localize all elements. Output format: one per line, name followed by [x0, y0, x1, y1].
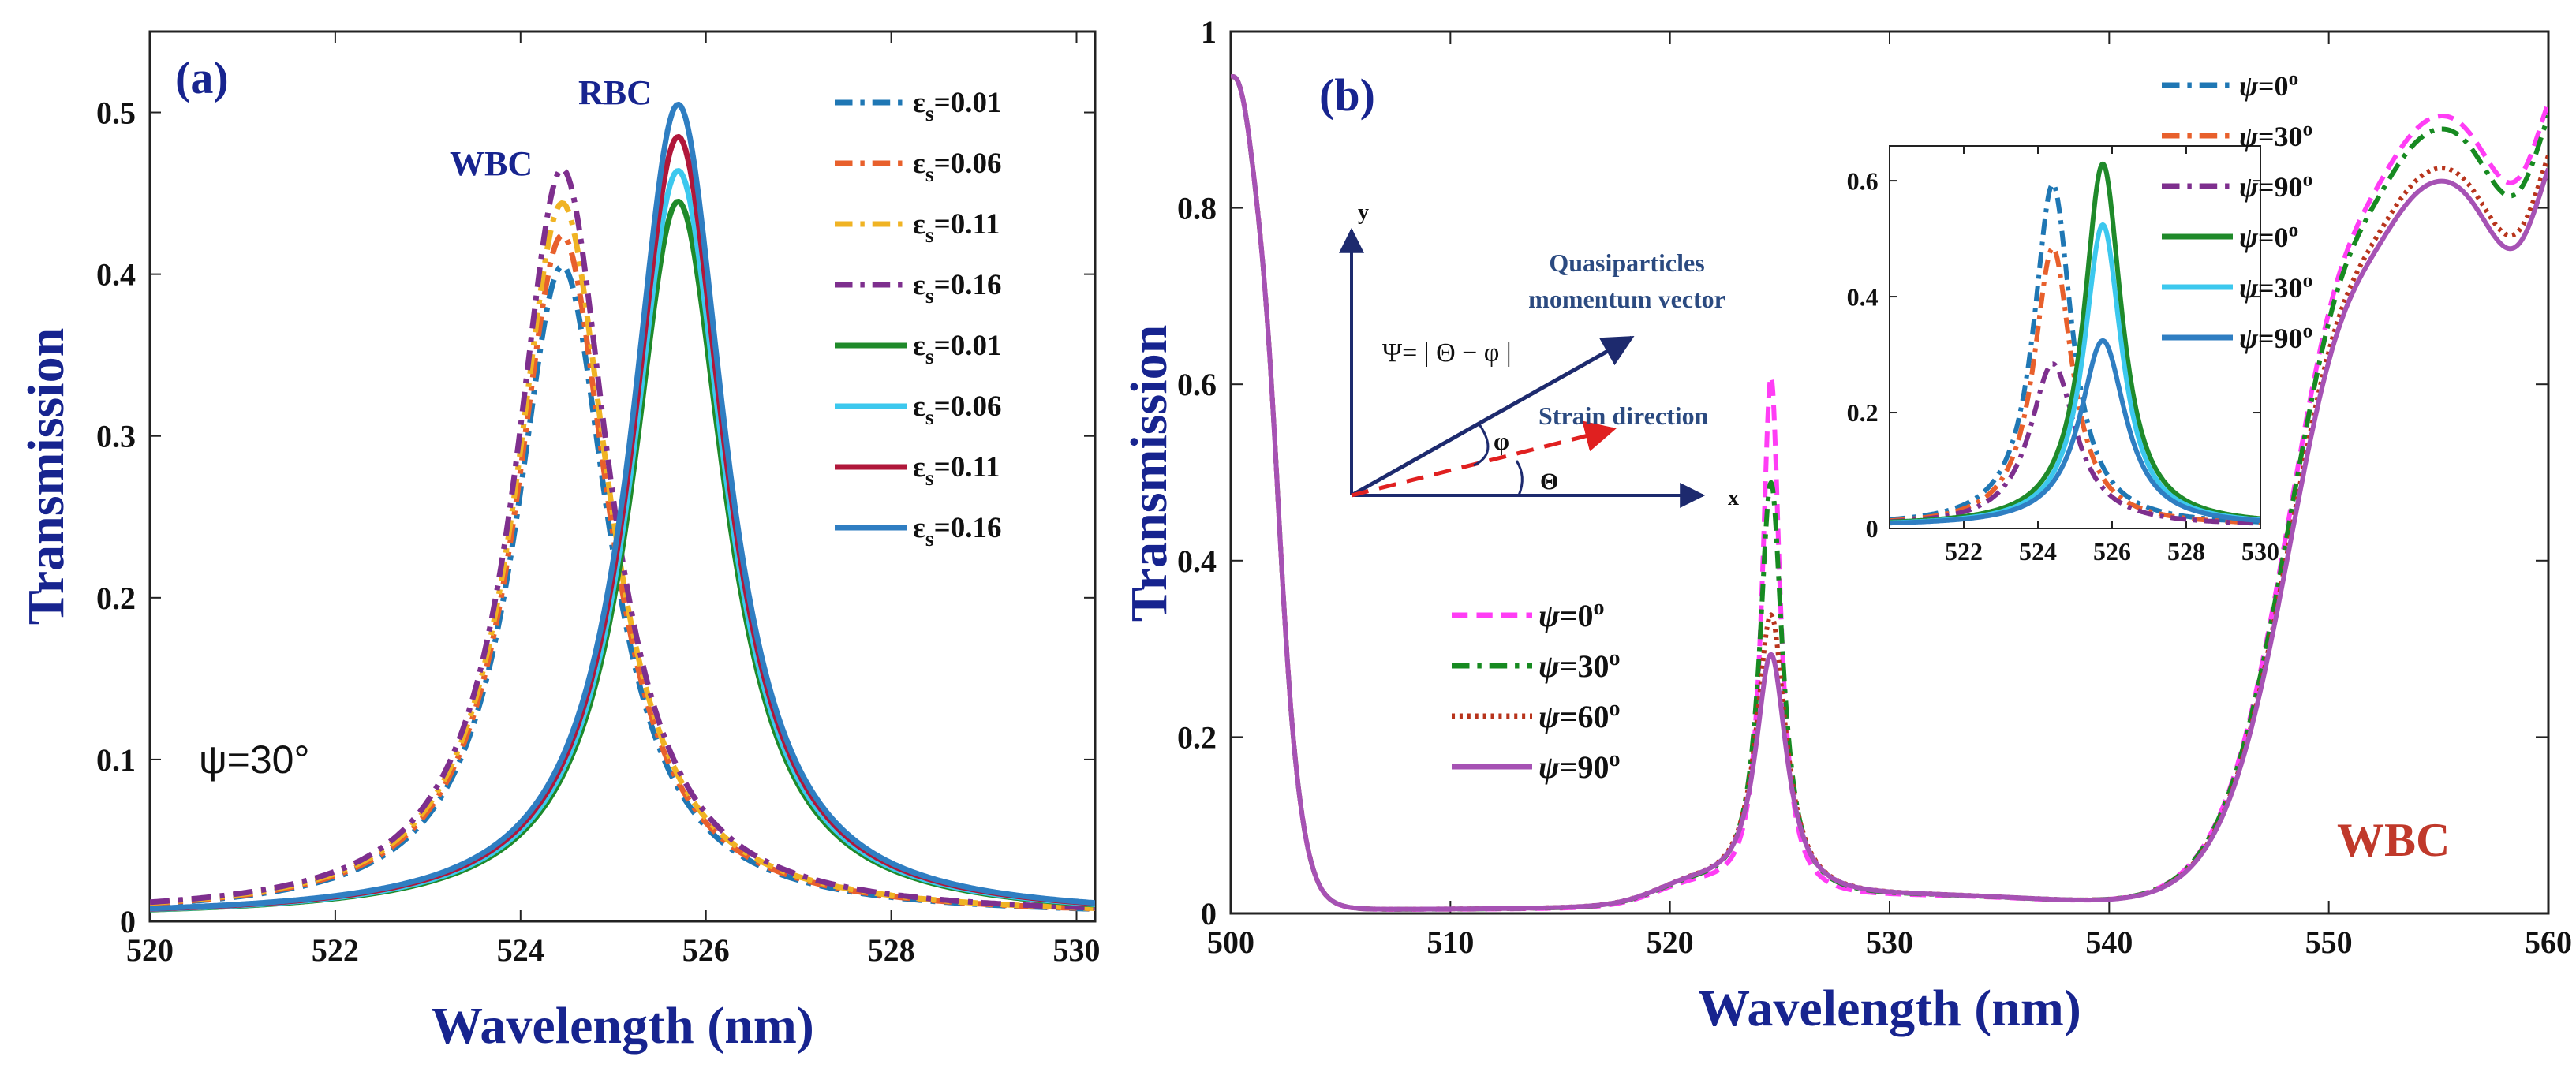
a-legend-label: εs=0.01 — [913, 330, 1001, 369]
inset-series-wbc-1 — [1890, 245, 2260, 525]
b-xtick-label: 530 — [1866, 924, 1913, 960]
inset-legend-label: ψ=0o — [2239, 68, 2298, 102]
b-xtick-label: 560 — [2525, 924, 2572, 960]
panel-b-legend: ψ=0o ψ=30o ψ=60o ψ=90o — [1452, 596, 1621, 785]
a-legend-label: εs=0.16 — [913, 269, 1001, 308]
panel-a-label: (a) — [175, 52, 229, 103]
i-ytick-label: 0.2 — [1847, 398, 1879, 427]
psi-formula: Ψ= | Θ − φ | — [1382, 338, 1512, 368]
panel-b-ylabel: Transmission — [1120, 325, 1178, 622]
inset-legend-label: ψ=30o — [2239, 118, 2312, 152]
a-legend-label: εs=0.06 — [913, 148, 1001, 187]
strain-diagram: y x Quasiparticles momentum vector Strai… — [1339, 200, 1739, 510]
b-legend-label: ψ=60o — [1538, 696, 1621, 734]
i-ytick-label: 0.4 — [1847, 282, 1879, 311]
theta-angle-arc — [1515, 460, 1524, 496]
a-legend-label: εs=0.11 — [913, 208, 1000, 248]
a-ytick-label: 0.3 — [96, 419, 136, 454]
phi-label: φ — [1494, 427, 1509, 455]
inset-legend: ψ=0o ψ=30o ψ=90o ψ=0o ψ=30o ψ=90o — [2162, 68, 2312, 354]
phi-angle-arc — [1473, 424, 1490, 467]
i-xtick-label: 526 — [2093, 537, 2131, 566]
a-series-wbc-2 — [150, 200, 1095, 911]
wbc-annotation: WBC — [450, 144, 533, 183]
a-series-rbc-7 — [150, 101, 1095, 912]
panel-b-series — [1231, 74, 2548, 912]
inset-legend-label: ψ=90o — [2239, 169, 2312, 203]
panel-a-series — [150, 101, 1095, 913]
a-xtick-label: 524 — [497, 932, 544, 968]
momentum-vector-arrow — [1350, 335, 1635, 498]
inset-legend-label: ψ=30o — [2239, 270, 2312, 304]
panel-a-legend: εs=0.01 εs=0.06 εs=0.11 εs=0.16 εs=0.01 εs=0.… — [835, 87, 1001, 551]
panel-a-ylabel: Transmission — [17, 328, 75, 625]
i-xtick-label: 524 — [2019, 537, 2057, 566]
a-xtick-label: 528 — [868, 932, 915, 968]
a-legend-label: εs=0.06 — [913, 390, 1001, 430]
inset-series-rbc-5 — [1890, 338, 2260, 526]
strain-direction-arrow — [1351, 420, 1617, 498]
strain-label: Strain direction — [1538, 401, 1709, 430]
a-ytick-label: 0.5 — [96, 95, 136, 131]
panel-a-xlabel: Wavelength (nm) — [431, 997, 814, 1055]
a-ytick-label: 0 — [120, 904, 136, 939]
b-ytick-label: 0.8 — [1177, 191, 1217, 226]
b-xtick-label: 520 — [1647, 924, 1694, 960]
i-ytick-label: 0 — [1866, 514, 1879, 543]
b-legend-label: ψ=30o — [1538, 646, 1621, 684]
panel-a-ticks: 520 522 524 526 528 530 0 0.1 0.2 0.3 0.4 0.5 — [96, 32, 1101, 968]
b-ytick-label: 1 — [1201, 14, 1217, 50]
b-xtick-label: 500 — [1207, 924, 1254, 960]
momentum-label-line1: Quasiparticles — [1549, 248, 1704, 277]
theta-label: Θ — [1540, 469, 1558, 495]
b-xtick-label: 540 — [2085, 924, 2133, 960]
b-series-3 — [1231, 74, 2548, 912]
i-xtick-label: 528 — [2167, 537, 2205, 566]
rbc-annotation: RBC — [578, 73, 652, 112]
b-xtick-label: 510 — [1426, 924, 1474, 960]
panel-a-frame — [148, 30, 1097, 923]
inset-legend-label: ψ=0o — [2239, 219, 2298, 253]
a-series-wbc-0 — [150, 263, 1095, 912]
a-legend-label: εs=0.16 — [913, 512, 1001, 551]
momentum-label-line2: momentum vector — [1528, 285, 1725, 313]
b-ytick-label: 0.2 — [1177, 719, 1217, 755]
i-xtick-label: 530 — [2241, 537, 2279, 566]
a-ytick-label: 0.1 — [96, 742, 136, 778]
i-xtick-label: 522 — [1945, 537, 1983, 566]
b-legend-label: ψ=0o — [1538, 596, 1605, 633]
a-xtick-label: 522 — [312, 932, 359, 968]
b-ytick-label: 0 — [1201, 896, 1217, 932]
a-xtick-label: 526 — [682, 932, 730, 968]
b-ytick-label: 0.4 — [1177, 543, 1217, 579]
b-xtick-label: 550 — [2305, 924, 2353, 960]
wbc-annotation-b: WBC — [2337, 814, 2450, 866]
b-legend-label: ψ=90o — [1538, 747, 1621, 785]
diagram-y-label: y — [1358, 200, 1369, 225]
a-ytick-label: 0.4 — [96, 257, 136, 293]
panel-b-ticks: 500 510 520 530 540 550 560 0 0.2 0.4 0.6 0.8 1 — [1177, 14, 2572, 960]
a-xtick-label: 530 — [1053, 932, 1101, 968]
inset-chart: 522 524 526 528 530 0 0.2 0.4 0.6 — [1847, 145, 2279, 566]
panel-b-xlabel: Wavelength (nm) — [1698, 980, 2081, 1037]
inset-series — [1890, 161, 2260, 526]
a-legend-label: εs=0.11 — [913, 451, 1000, 491]
panel-a: 520 522 524 526 528 530 0 0.1 0.2 0.3 0.4 0.5 (a) W… — [17, 30, 1101, 1055]
psi-annotation: ψ=30° — [199, 738, 309, 782]
diagram-x-label: x — [1728, 486, 1739, 510]
a-legend-label: εs=0.01 — [913, 87, 1001, 126]
a-xtick-label: 520 — [126, 932, 174, 968]
inset-ticks: 522 524 526 528 530 0 0.2 0.4 0.6 — [1847, 146, 2279, 566]
a-series-wbc-1 — [150, 233, 1095, 912]
panel-b-label: (b) — [1319, 69, 1375, 121]
b-ytick-label: 0.6 — [1177, 367, 1217, 402]
i-ytick-label: 0.6 — [1847, 166, 1879, 195]
a-ytick-label: 0.2 — [96, 581, 136, 616]
inset-legend-label: ψ=90o — [2239, 320, 2312, 354]
